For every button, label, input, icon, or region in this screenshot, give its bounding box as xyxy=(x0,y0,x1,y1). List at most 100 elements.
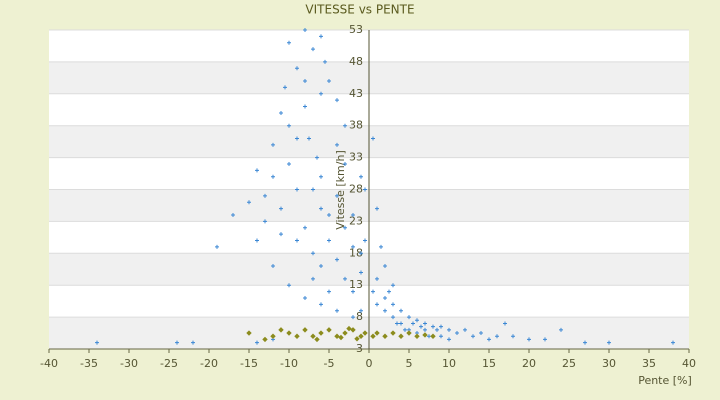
point xyxy=(255,340,259,345)
point xyxy=(315,155,319,160)
point xyxy=(383,264,387,269)
point xyxy=(263,193,267,198)
point xyxy=(350,327,356,333)
point xyxy=(287,283,291,288)
point xyxy=(354,336,360,342)
point xyxy=(387,289,391,294)
x-tick-label: -5 xyxy=(324,357,335,370)
point xyxy=(439,324,443,329)
point xyxy=(371,136,375,141)
point xyxy=(343,161,347,166)
point xyxy=(439,334,443,339)
point xyxy=(303,28,307,32)
point xyxy=(247,200,251,205)
point xyxy=(271,264,275,269)
point xyxy=(310,333,316,339)
point xyxy=(423,327,427,332)
point xyxy=(279,110,283,115)
point xyxy=(323,59,327,64)
x-tick-label: -20 xyxy=(200,357,218,370)
point xyxy=(335,98,339,103)
point xyxy=(303,79,307,84)
point xyxy=(391,302,395,307)
point xyxy=(95,340,99,345)
point xyxy=(351,244,355,249)
point xyxy=(262,336,268,343)
point xyxy=(511,334,515,339)
point xyxy=(255,168,259,173)
point xyxy=(455,331,459,336)
y-tick-label: 13 xyxy=(349,278,363,291)
point xyxy=(447,327,451,332)
point xyxy=(351,213,355,218)
point xyxy=(295,238,299,243)
x-tick-label: 20 xyxy=(522,357,536,370)
x-tick-label: -35 xyxy=(80,357,98,370)
point xyxy=(383,308,387,313)
point xyxy=(431,324,435,329)
x-tick-label: 40 xyxy=(682,357,696,370)
point xyxy=(246,330,252,336)
point xyxy=(391,315,395,320)
y-tick-label: 23 xyxy=(349,214,363,227)
point xyxy=(286,330,292,336)
point xyxy=(255,238,259,243)
point xyxy=(398,333,404,339)
point xyxy=(375,206,379,211)
x-tick-label: -25 xyxy=(160,357,178,370)
point xyxy=(279,206,283,211)
point xyxy=(359,251,363,256)
point xyxy=(363,238,367,243)
point xyxy=(327,213,331,218)
point xyxy=(414,333,420,339)
point xyxy=(311,47,315,52)
point xyxy=(303,295,307,300)
point xyxy=(319,206,323,211)
point xyxy=(294,333,300,339)
x-tick-label: -10 xyxy=(280,357,298,370)
point xyxy=(283,85,287,90)
y-tick-label: 53 xyxy=(349,23,363,36)
point xyxy=(335,193,339,198)
point xyxy=(335,142,339,147)
point xyxy=(423,321,427,326)
point xyxy=(379,244,383,249)
x-tick-label: 25 xyxy=(562,357,576,370)
point xyxy=(270,333,276,339)
point xyxy=(359,270,363,275)
point xyxy=(503,321,507,326)
y-tick-label: 18 xyxy=(349,246,363,259)
point xyxy=(375,302,379,307)
point xyxy=(395,321,399,326)
point xyxy=(383,295,387,300)
point xyxy=(302,327,308,333)
point xyxy=(287,161,291,166)
point xyxy=(358,333,364,339)
point xyxy=(607,340,611,345)
point xyxy=(359,174,363,179)
point xyxy=(191,340,195,345)
point xyxy=(543,337,547,342)
point xyxy=(326,327,332,333)
x-tick-label: 10 xyxy=(442,357,456,370)
point xyxy=(334,333,340,339)
point xyxy=(303,225,307,230)
point xyxy=(346,325,352,332)
x-tick-label: 30 xyxy=(602,357,616,370)
point xyxy=(271,174,275,179)
point xyxy=(359,308,363,313)
point xyxy=(271,142,275,147)
point xyxy=(327,238,331,243)
y-axis-title: Vitesse [km/h] xyxy=(334,150,347,230)
chart-title: VITESSE vs PENTE xyxy=(305,3,414,17)
point xyxy=(671,340,675,345)
point xyxy=(279,232,283,237)
point xyxy=(463,327,467,332)
x-tick-label: 35 xyxy=(642,357,656,370)
point xyxy=(479,331,483,336)
point xyxy=(295,136,299,141)
point xyxy=(399,308,403,313)
point xyxy=(370,333,376,339)
point xyxy=(415,318,419,323)
point xyxy=(583,340,587,345)
